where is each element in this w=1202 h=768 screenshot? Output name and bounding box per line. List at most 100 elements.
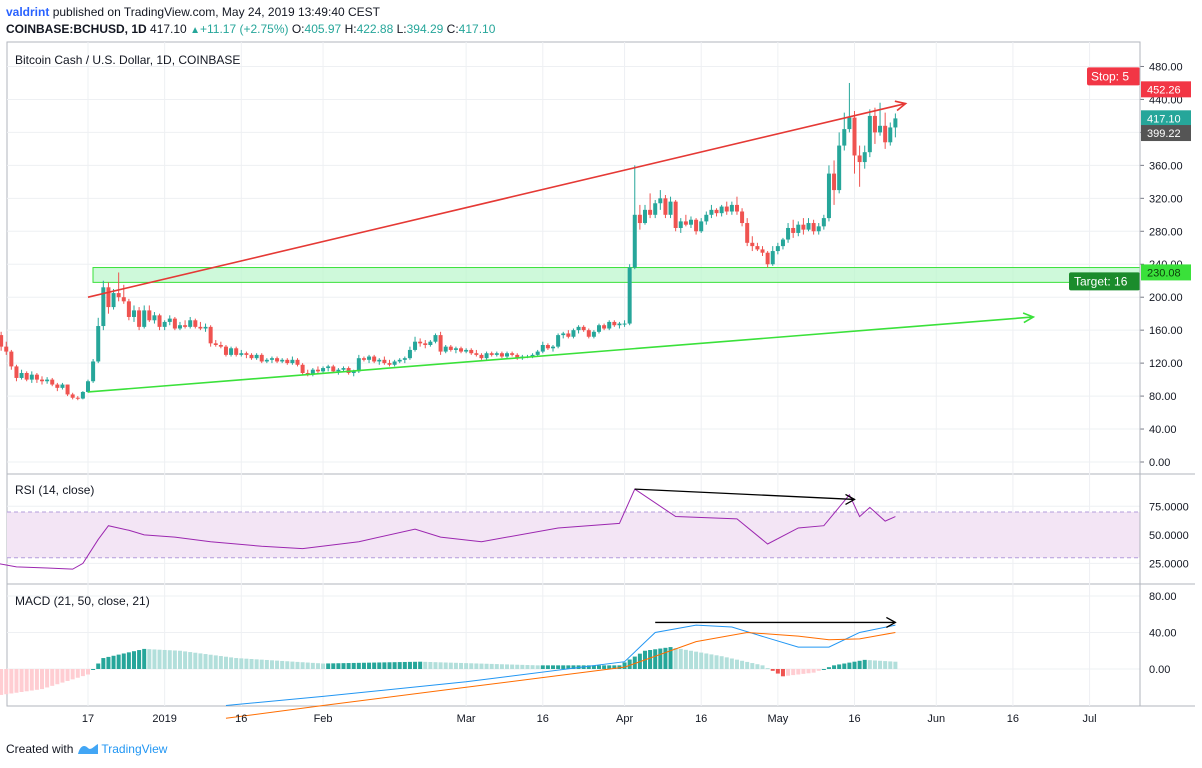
candle-body — [203, 326, 208, 329]
target-label-box — [1069, 272, 1140, 291]
candle-body — [259, 354, 264, 362]
rsi-tick-label: 25.0000 — [1149, 558, 1189, 570]
price-pane[interactable]: Stop: 5 Target: 16 — [0, 67, 1141, 401]
macd-histogram-bar — [264, 659, 269, 669]
macd-histogram-bar — [453, 662, 458, 669]
macd-histogram-bar — [147, 649, 152, 669]
candle-body — [14, 366, 19, 378]
macd-histogram-bar — [597, 665, 601, 669]
candle-body — [80, 391, 85, 399]
macd-histogram-bar — [413, 661, 418, 669]
open-label: O: — [291, 22, 305, 36]
candle-body — [893, 118, 898, 128]
macd-histogram-bar — [617, 665, 622, 669]
macd-histogram-bar — [351, 662, 356, 669]
macd-histogram-bar — [29, 669, 34, 691]
macd-histogram-bar — [678, 648, 683, 669]
macd-histogram-bar — [208, 654, 213, 669]
candle-body — [561, 333, 566, 336]
candle-body — [883, 125, 888, 143]
candle-body — [510, 353, 515, 355]
candle-body — [699, 221, 704, 232]
candle-body — [791, 227, 796, 233]
author-name[interactable]: valdrint — [6, 5, 50, 19]
macd-histogram-bar — [275, 660, 280, 669]
candle-body — [867, 115, 872, 153]
candle-body — [719, 206, 724, 214]
price-tick-label: 480.00 — [1149, 61, 1183, 73]
macd-histogram-bar — [305, 662, 310, 669]
price-tick-label: 200.00 — [1149, 292, 1183, 304]
macd-histogram-bar — [489, 663, 494, 669]
candle-body — [489, 353, 494, 355]
low-label: L: — [396, 22, 407, 36]
candle-body — [597, 325, 601, 332]
candle-body — [418, 341, 423, 344]
price-tick-label: 440.00 — [1149, 94, 1183, 106]
candle-body — [157, 315, 162, 327]
macd-histogram-bar — [285, 661, 290, 669]
macd-histogram-bar — [402, 661, 407, 669]
macd-signal-line — [225, 631, 896, 719]
candle-body — [862, 152, 867, 163]
candle-body — [60, 384, 65, 388]
candle-body — [65, 384, 70, 395]
candle-body — [315, 369, 320, 372]
macd-histogram-bar — [239, 658, 244, 669]
macd-histogram-bar — [826, 667, 831, 669]
macd-histogram-bar — [688, 650, 693, 669]
macd-histogram-bar — [673, 648, 678, 669]
candle-body — [208, 326, 213, 344]
macd-histogram-bar — [80, 669, 85, 677]
macd-histogram-bar — [535, 665, 540, 669]
candle-body — [617, 323, 622, 326]
candle-body — [586, 330, 591, 337]
macd-pane[interactable] — [0, 616, 898, 719]
candle-body — [724, 206, 729, 212]
macd-histogram-bar — [811, 669, 816, 673]
candle-body — [341, 368, 346, 370]
candle-body — [321, 368, 326, 372]
candle-body — [198, 326, 203, 329]
macd-histogram-bar — [300, 662, 305, 669]
candle-body — [811, 223, 816, 232]
candle-body — [734, 204, 739, 212]
candle-body — [428, 341, 433, 345]
macd-histogram-bar — [234, 658, 239, 669]
candle-body — [19, 373, 24, 378]
macd-histogram-bar — [367, 662, 372, 669]
candle-body — [45, 379, 50, 382]
candle-body — [300, 364, 305, 374]
macd-histogram-bar — [750, 663, 755, 669]
rsi-pane[interactable] — [0, 488, 1140, 570]
candle-body — [402, 358, 407, 360]
candle-body — [24, 373, 29, 380]
macd-histogram-bar — [131, 651, 136, 669]
candle-body — [642, 209, 647, 224]
candle-body — [658, 198, 663, 204]
macd-histogram-bar — [515, 664, 520, 669]
macd-histogram-bar — [837, 664, 842, 669]
candle-body — [295, 359, 300, 365]
macd-histogram-bar — [356, 662, 361, 669]
tradingview-brand[interactable]: TradingView — [101, 742, 168, 756]
macd-histogram-bar — [775, 669, 780, 674]
candle-body — [387, 363, 392, 365]
time-tick-label: Mar — [457, 713, 476, 725]
level-price-label-box — [1141, 125, 1191, 142]
candle-body — [648, 209, 653, 215]
candle-body — [9, 351, 14, 367]
zone-price-label-box — [1141, 264, 1191, 281]
candle-body — [167, 318, 172, 322]
candle-body — [826, 173, 831, 219]
level-price-label: 399.22 — [1147, 128, 1181, 140]
macd-histogram-bar — [75, 669, 80, 678]
candle-body — [121, 297, 126, 302]
macd-histogram-bar — [878, 660, 883, 669]
candle-body — [709, 209, 714, 215]
candle-body — [464, 349, 469, 352]
candle-body — [397, 359, 402, 362]
candle-body — [218, 344, 223, 347]
macd-histogram-bar — [571, 665, 576, 669]
